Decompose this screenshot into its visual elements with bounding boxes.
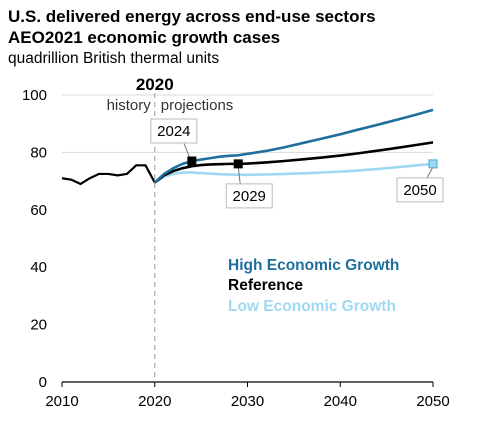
legend-high-growth: High Economic Growth	[228, 257, 399, 274]
chart-subtitle: AEO2021 economic growth cases	[8, 28, 280, 47]
callout-label: 2029	[233, 188, 266, 205]
series-line-low-economic-growth	[154, 162, 434, 184]
callout-leader	[237, 166, 241, 184]
x-tick-label: 2020	[138, 393, 171, 410]
callout-marker	[428, 159, 438, 169]
callout-marker	[233, 159, 243, 169]
chart-units: quadrillion British thermal units	[8, 50, 219, 67]
chart-title: U.S. delivered energy across end-use sec…	[8, 7, 376, 26]
callout-label: 2050	[403, 182, 436, 199]
callout-box	[150, 118, 198, 144]
series-line-high-economic-growth	[153, 108, 434, 184]
callout-label: 2024	[157, 123, 190, 140]
y-tick-label: 40	[30, 259, 47, 276]
projections-label: projections	[161, 97, 234, 114]
legend: High Economic Growth Reference Low Econo…	[228, 257, 399, 315]
callout-box	[396, 177, 444, 203]
callouts: 2024 2029 2050	[150, 118, 444, 209]
x-tick-label: 2030	[231, 393, 264, 410]
x-tick-label: 2040	[324, 393, 357, 410]
x-tick-label: 2050	[416, 393, 449, 410]
callout-leader	[426, 166, 434, 179]
y-tick-label: 60	[30, 202, 47, 219]
x-tick-label: 2010	[45, 393, 78, 410]
y-tick-label: 0	[39, 374, 47, 391]
callout-leader	[183, 142, 191, 159]
legend-reference: Reference	[228, 277, 303, 294]
series-lines	[61, 108, 434, 186]
history-label: history	[107, 97, 152, 114]
y-tick-label: 20	[30, 317, 47, 334]
legend-low-growth: Low Economic Growth	[228, 298, 396, 315]
series-line-reference	[153, 141, 434, 184]
callout-marker	[187, 156, 197, 166]
y-tick-label: 80	[30, 144, 47, 161]
callout-box	[225, 183, 273, 209]
history-line	[61, 164, 156, 186]
y-tick-label: 100	[22, 87, 47, 104]
divider-year-label: 2020	[136, 75, 174, 94]
